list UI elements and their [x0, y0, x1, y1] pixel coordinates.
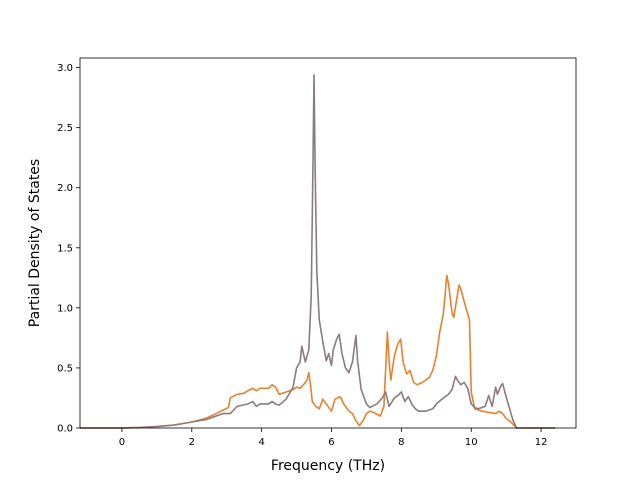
series-layer	[80, 74, 556, 429]
x-tick-label: 0	[119, 437, 125, 448]
y-tick-label: 1.5	[57, 243, 73, 254]
y-tick-label: 3.0	[57, 63, 73, 74]
plot-frame	[79, 57, 577, 429]
x-tick-label: 8	[398, 437, 404, 448]
y-tick-label: 2.5	[57, 123, 73, 134]
x-tick-label: 2	[189, 437, 195, 448]
x-tick-label: 6	[328, 437, 334, 448]
y-tick-label: 0.5	[57, 363, 73, 374]
x-tick-label: 10	[465, 437, 478, 448]
series-line-2	[80, 74, 556, 429]
y-axis-ticks: 0.0 0.5 1.0 1.5 2.0 2.5 3.0	[57, 63, 80, 435]
x-axis-title: Frequency (THz)	[271, 458, 385, 474]
y-tick-label: 0.0	[57, 424, 73, 435]
x-tick-label: 12	[535, 437, 548, 448]
series-line-1	[80, 274, 556, 429]
y-axis-title: Partial Density of States	[27, 159, 43, 327]
y-tick-label: 2.0	[57, 183, 73, 194]
plot-area	[80, 58, 576, 428]
x-axis-ticks: 0 2 4 6 8 10 12	[119, 428, 548, 448]
y-tick-label: 1.0	[57, 303, 73, 314]
x-tick-label: 4	[258, 437, 264, 448]
